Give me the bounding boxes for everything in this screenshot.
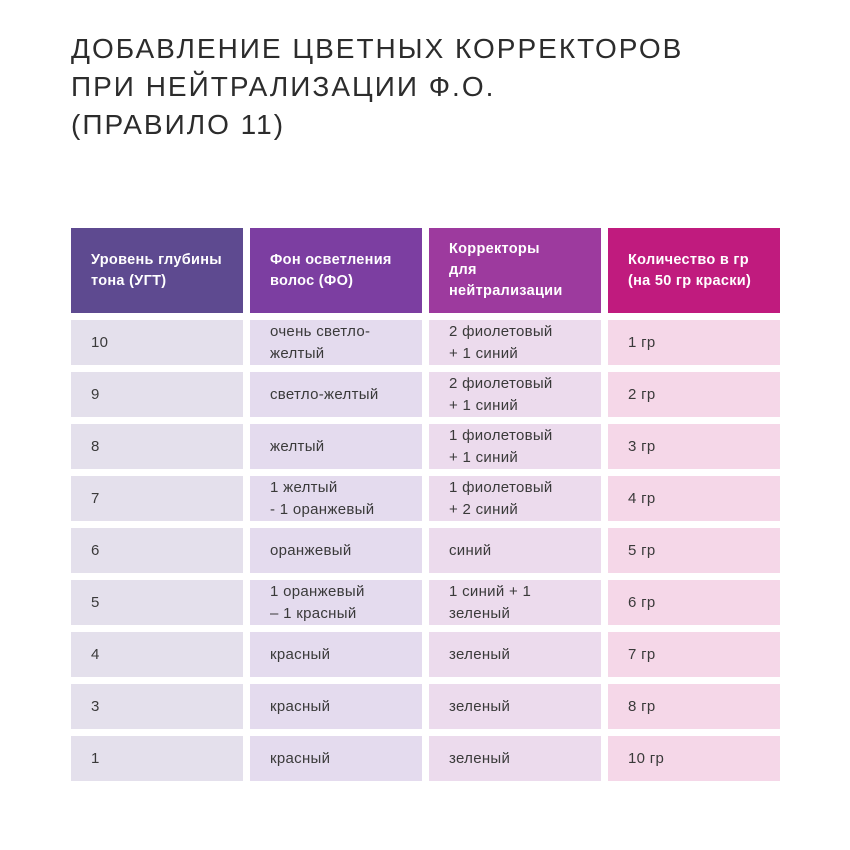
table-cell-amount: 8 гр	[608, 684, 780, 729]
table-cell-amount: 5 гр	[608, 528, 780, 573]
table-cell-amount: 7 гр	[608, 632, 780, 677]
table-cell-fo: красный	[250, 736, 422, 781]
table-cell-ugt: 3	[71, 684, 243, 729]
table-cell-correctors: синий	[429, 528, 601, 573]
column-header-amount: Количество в гр (на 50 гр краски)	[608, 228, 780, 313]
table-cell-fo: 1 оранжевый – 1 красный	[250, 580, 422, 625]
page-title: ДОБАВЛЕНИЕ ЦВЕТНЫХ КОРРЕКТОРОВ ПРИ НЕЙТР…	[71, 33, 684, 140]
table-cell-ugt: 5	[71, 580, 243, 625]
table-cell-amount: 4 гр	[608, 476, 780, 521]
table-cell-correctors: 2 фиолетовый + 1 синий	[429, 320, 601, 365]
table-cell-correctors: зеленый	[429, 684, 601, 729]
table-cell-fo: 1 желтый - 1 оранжевый	[250, 476, 422, 521]
table-cell-fo: желтый	[250, 424, 422, 469]
table-cell-correctors: 1 фиолетовый + 2 синий	[429, 476, 601, 521]
table-cell-ugt: 8	[71, 424, 243, 469]
correctors-table: Уровень глубины тона (УГТ) Фон осветлени…	[71, 228, 780, 781]
table-cell-fo: красный	[250, 684, 422, 729]
table-cell-ugt: 9	[71, 372, 243, 417]
table-cell-correctors: 2 фиолетовый + 1 синий	[429, 372, 601, 417]
table-cell-fo: красный	[250, 632, 422, 677]
column-header-correctors: Корректоры для нейтрализации	[429, 228, 601, 313]
table-cell-correctors: 1 синий + 1 зеленый	[429, 580, 601, 625]
table-cell-correctors: зеленый	[429, 736, 601, 781]
column-header-ugt: Уровень глубины тона (УГТ)	[71, 228, 243, 313]
table-cell-ugt: 10	[71, 320, 243, 365]
table-cell-ugt: 7	[71, 476, 243, 521]
table-cell-fo: светло-желтый	[250, 372, 422, 417]
table-cell-ugt: 1	[71, 736, 243, 781]
table-cell-fo: оранжевый	[250, 528, 422, 573]
table-cell-amount: 10 гр	[608, 736, 780, 781]
table-cell-amount: 1 гр	[608, 320, 780, 365]
table-cell-amount: 2 гр	[608, 372, 780, 417]
table-cell-correctors: 1 фиолетовый + 1 синий	[429, 424, 601, 469]
table-cell-amount: 3 гр	[608, 424, 780, 469]
table-cell-ugt: 6	[71, 528, 243, 573]
table-cell-correctors: зеленый	[429, 632, 601, 677]
column-header-fo: Фон осветления волос (ФО)	[250, 228, 422, 313]
table-cell-fo: очень светло-желтый	[250, 320, 422, 365]
table-cell-ugt: 4	[71, 632, 243, 677]
table-cell-amount: 6 гр	[608, 580, 780, 625]
